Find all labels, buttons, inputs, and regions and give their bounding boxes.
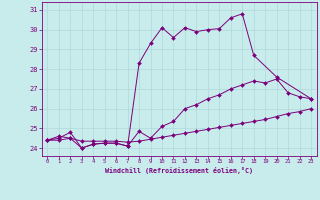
X-axis label: Windchill (Refroidissement éolien,°C): Windchill (Refroidissement éolien,°C): [105, 167, 253, 174]
